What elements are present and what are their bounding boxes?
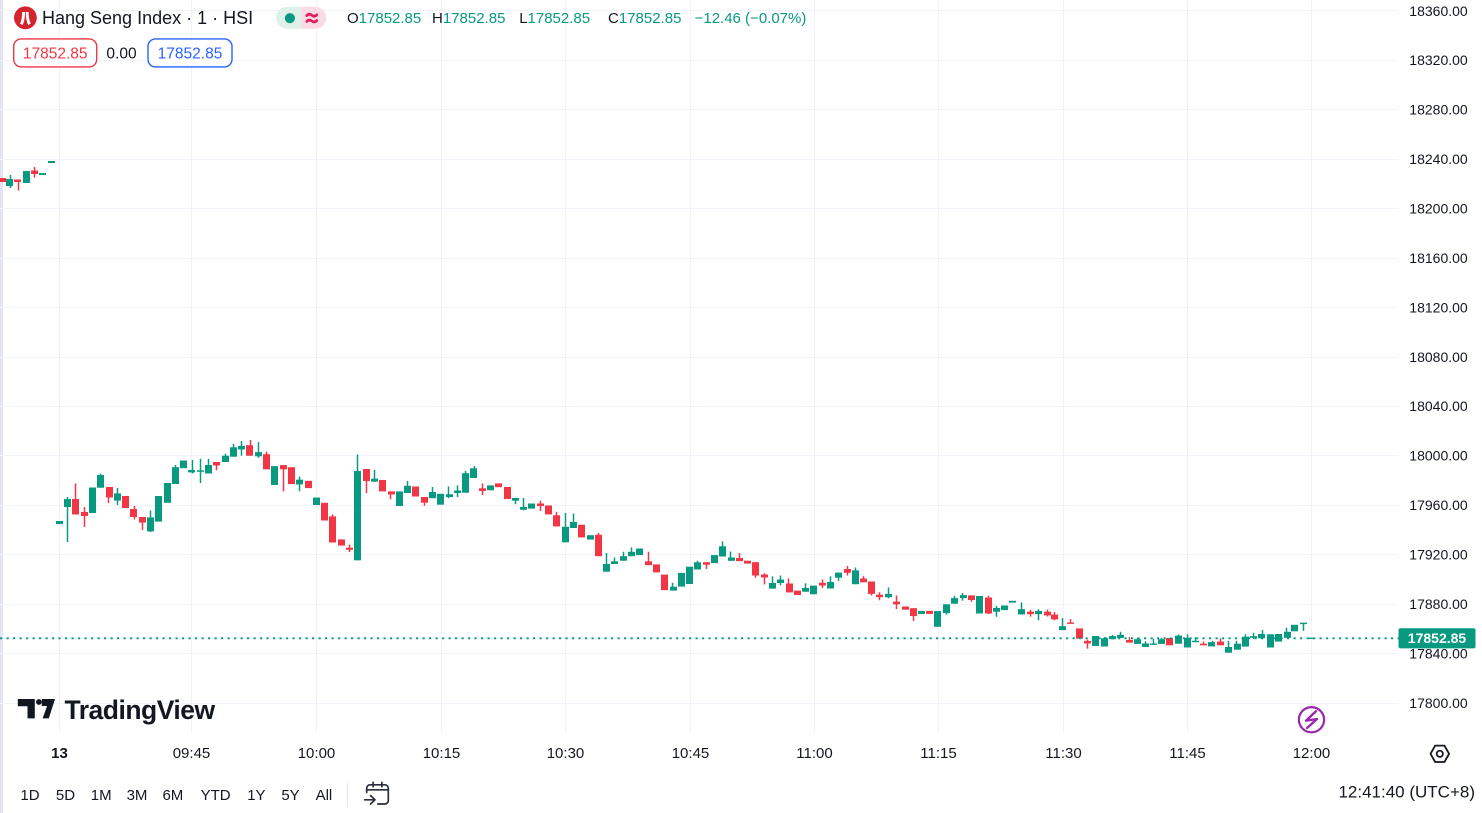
svg-text:O17852.85: O17852.85 (347, 10, 421, 27)
svg-text:18000.00: 18000.00 (1409, 448, 1468, 464)
svg-text:11:30: 11:30 (1045, 745, 1081, 762)
svg-text:11:45: 11:45 (1169, 745, 1205, 762)
svg-text:11:15: 11:15 (920, 745, 956, 762)
svg-text:18320.00: 18320.00 (1409, 52, 1468, 68)
svg-text:Hang Seng Index · 1 · HSI: Hang Seng Index · 1 · HSI (42, 8, 253, 28)
svg-text:12:00: 12:00 (1293, 745, 1331, 762)
svg-text:10:00: 10:00 (298, 745, 336, 762)
svg-text:C17852.85: C17852.85 (608, 10, 681, 27)
svg-text:17840.00: 17840.00 (1409, 645, 1468, 661)
svg-text:17960.00: 17960.00 (1409, 497, 1468, 513)
svg-text:18280.00: 18280.00 (1409, 102, 1468, 118)
svg-text:YTD: YTD (201, 787, 231, 804)
svg-text:12:41:40 (UTC+8): 12:41:40 (UTC+8) (1338, 783, 1475, 802)
svg-text:18080.00: 18080.00 (1409, 349, 1468, 365)
svg-text:−12.46 (−0.07%): −12.46 (−0.07%) (695, 10, 807, 27)
svg-text:L17852.85: L17852.85 (519, 10, 590, 27)
svg-text:All: All (316, 787, 333, 804)
svg-text:18200.00: 18200.00 (1409, 201, 1468, 217)
svg-text:11:00: 11:00 (796, 745, 832, 762)
svg-text:TradingView: TradingView (65, 695, 216, 725)
svg-text:17852.85: 17852.85 (23, 46, 88, 63)
svg-text:18360.00: 18360.00 (1409, 3, 1468, 19)
svg-text:18160.00: 18160.00 (1409, 250, 1468, 266)
svg-text:1M: 1M (91, 787, 112, 804)
svg-text:17852.85: 17852.85 (1408, 630, 1467, 646)
svg-text:10:30: 10:30 (547, 745, 585, 762)
svg-text:0.00: 0.00 (106, 46, 137, 63)
svg-text:17800.00: 17800.00 (1409, 695, 1468, 711)
svg-text:17880.00: 17880.00 (1409, 596, 1468, 612)
svg-text:5D: 5D (56, 787, 75, 804)
svg-text:17852.85: 17852.85 (158, 46, 223, 63)
svg-text:10:45: 10:45 (672, 745, 710, 762)
svg-text:1Y: 1Y (247, 787, 265, 804)
svg-text:18040.00: 18040.00 (1409, 398, 1468, 414)
svg-text:10:15: 10:15 (423, 745, 461, 762)
svg-text:18240.00: 18240.00 (1409, 151, 1468, 167)
svg-text:1D: 1D (20, 787, 39, 804)
svg-text:H17852.85: H17852.85 (432, 10, 505, 27)
svg-text:6M: 6M (162, 787, 183, 804)
svg-text:18120.00: 18120.00 (1409, 299, 1468, 315)
svg-text:09:45: 09:45 (173, 745, 211, 762)
svg-text:5Y: 5Y (281, 787, 299, 804)
svg-text:3M: 3M (127, 787, 148, 804)
svg-text:13: 13 (51, 745, 68, 762)
svg-text:17920.00: 17920.00 (1409, 547, 1468, 563)
